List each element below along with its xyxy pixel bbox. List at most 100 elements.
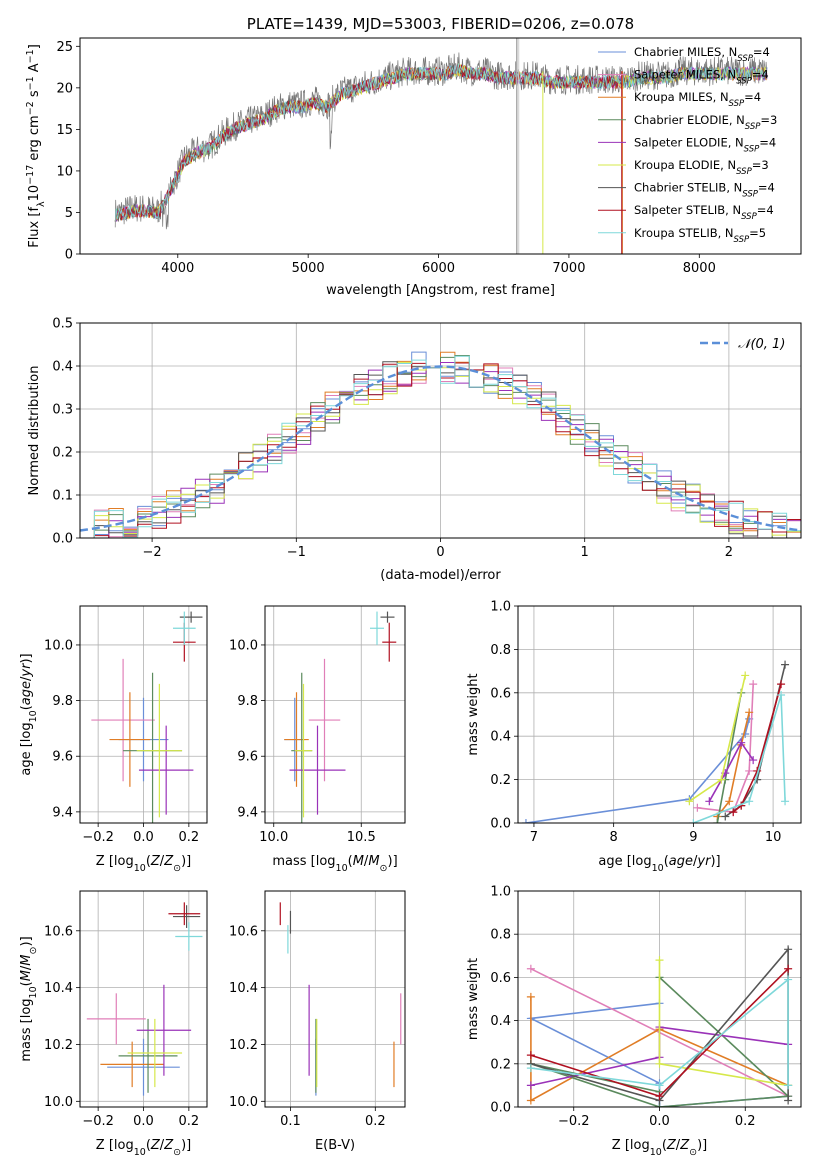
axis-label-part: )] — [181, 1138, 191, 1153]
y-tick-label: 0.5 — [52, 317, 73, 332]
mass-weight-line-kroupa_miles — [716, 712, 750, 817]
axis-label-part: M — [19, 970, 34, 981]
axis-label-part: 10 — [27, 185, 42, 202]
x-tick-label: 7000 — [552, 261, 585, 276]
axis-label-part: ( — [19, 981, 34, 986]
x-tick-label: 10.5 — [347, 830, 376, 845]
legend-text: =4 — [744, 90, 761, 104]
axis-label-part: Z — [679, 1138, 690, 1153]
axes-0: 4000 5000 6000 7000 8000 0 5 10 15 20 25 PLATE=1439… — [25, 15, 802, 298]
axes-1: −2 −1 0 1 2 0.0 0.1 0.2 0.3 0.4 0.5 𝒩(0, 1) (data-mo… — [27, 317, 802, 583]
axis-label-part: ⊙ — [173, 863, 181, 874]
x-axis-label: (data-model)/error — [380, 568, 501, 583]
y-tick-label: 0.1 — [52, 489, 73, 504]
legend-text: Chabrier MILES, N — [634, 45, 737, 59]
x-tick-label: 1 — [581, 545, 589, 560]
y-axis-label: Flux [fλ10−17 erg cm−2 s−1 A−1] — [25, 44, 47, 248]
axis-label-part: age [log — [598, 854, 651, 869]
y-tick-label: 15 — [56, 123, 73, 138]
legend-entry: Chabrier ELODIE, NSSP=3 — [634, 113, 777, 132]
axis-label-part: Z [log — [96, 1138, 134, 1153]
mass-weight-marker-kroupa_stelib — [745, 797, 754, 806]
y-tick-label: 9.8 — [52, 694, 73, 709]
mass-weight-marker-salpeter_stelib — [729, 808, 738, 817]
mass-weight-line-salpeter_miles — [697, 684, 754, 813]
x-tick-label: 6000 — [422, 261, 455, 276]
gaussian-curve — [80, 365, 801, 532]
mass-weight-marker-salpeter_miles — [749, 680, 758, 689]
plot-area — [526, 945, 793, 1107]
y-axis-label: mass weight — [466, 958, 481, 1040]
y-tick-label: 0.4 — [52, 360, 73, 375]
legend-text: =3 — [752, 158, 769, 172]
y-tick-label: 0.8 — [490, 928, 511, 943]
y-tick-label: 0.8 — [490, 643, 511, 658]
y-tick-label: 10 — [56, 164, 73, 179]
mass-weight-marker-chabrier_stelib — [784, 1096, 793, 1105]
x-tick-label: 5000 — [292, 261, 325, 276]
mass-weight-marker-salpeter_miles — [526, 964, 535, 973]
mass-weight-marker-salpeter_elodie — [705, 797, 714, 806]
legend-subscript: SSP — [742, 190, 758, 200]
y-tick-label: 1.0 — [490, 600, 511, 615]
axis-label-part: Z — [150, 854, 161, 869]
x-axis-label: wavelength [Angstrom, rest frame] — [326, 283, 555, 298]
y-tick-label: 0.2 — [490, 1057, 511, 1072]
x-axis-label: mass [log10(M/M⊙)] — [272, 854, 397, 874]
y-tick-label: 10.2 — [229, 1038, 258, 1053]
axis-label-part: −17 — [25, 165, 36, 185]
legend-subscript: SSP — [734, 235, 750, 245]
x-tick-label: 0.0 — [133, 1114, 154, 1129]
legend-text: =4 — [759, 135, 776, 149]
legend-text: =4 — [753, 45, 770, 59]
axis-label-part: −1 — [25, 76, 36, 90]
mass-weight-marker-salpeter_elodie — [749, 756, 758, 765]
mass-weight-marker-kroupa_stelib — [777, 690, 786, 699]
y-tick-label: 0.0 — [490, 1101, 511, 1116]
axis-label-part: ⊙ — [380, 863, 388, 874]
mass-weight-marker-chabrier_elodie — [713, 819, 722, 823]
mass-weight-marker-kroupa_miles — [725, 797, 734, 806]
axis-label-part: 10 — [28, 986, 39, 998]
axis-label-part: / — [693, 854, 698, 869]
axis-label-part: Z [log — [612, 1138, 650, 1153]
axis-label-part: Z [log — [96, 854, 134, 869]
y-tick-label: 9.6 — [52, 750, 73, 765]
mass-weight-line-kroupa_stelib — [530, 977, 789, 1087]
y-tick-label: 0.6 — [490, 971, 511, 986]
axis-label-part: mass [log — [272, 854, 335, 869]
axis-label-part: age — [19, 681, 34, 705]
axes-frame — [517, 605, 802, 824]
y-tick-label: 9.8 — [237, 694, 258, 709]
mass-weight-marker-kroupa_stelib — [784, 975, 793, 984]
y-tick-label: 0.3 — [52, 403, 73, 418]
plot-area — [80, 351, 801, 538]
axis-label-part: −2 — [25, 101, 36, 115]
mass-weight-line-chabrier_miles — [525, 718, 750, 823]
axis-label-part: M — [368, 854, 379, 869]
legend-text: Salpeter STELIB, N — [634, 203, 741, 217]
axis-label-part: −1 — [25, 49, 36, 63]
y-tick-label: 10.0 — [229, 1095, 258, 1110]
mass-weight-marker-salpeter_miles — [693, 803, 702, 812]
x-axis-label: Z [log10(Z/Z⊙)] — [96, 1138, 191, 1158]
axis-label-part: 10 — [28, 710, 39, 722]
x-tick-label: 8000 — [683, 261, 716, 276]
legend-text: Kroupa ELODIE, N — [634, 158, 736, 172]
legend-entry: Kroupa STELIB, NSSP=5 — [634, 226, 766, 245]
x-tick-label: 0 — [436, 545, 444, 560]
x-tick-label: 0.2 — [735, 1114, 756, 1129]
y-tick-label: 10.2 — [44, 1038, 73, 1053]
axis-label-part: ] — [27, 44, 42, 49]
y-tick-label: 10.6 — [44, 924, 73, 939]
x-tick-label: 10.0 — [259, 830, 288, 845]
x-tick-label: −0.2 — [82, 830, 114, 845]
mass-weight-marker-chabrier_stelib — [721, 812, 730, 821]
mass-weight-line-salpeter_stelib — [732, 683, 782, 813]
axis-label-part: s — [27, 90, 42, 101]
x-axis-label: E(B-V) — [315, 1138, 355, 1153]
x-axis-label: age [log10(age/yr)] — [598, 854, 720, 874]
legend-text: =5 — [749, 226, 766, 240]
